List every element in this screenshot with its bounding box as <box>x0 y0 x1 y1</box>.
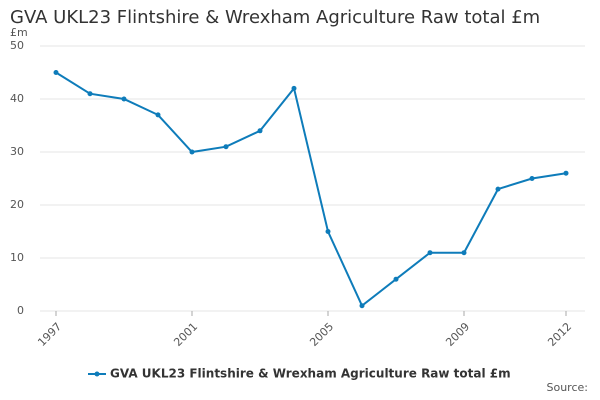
point <box>53 70 59 75</box>
point <box>155 112 161 118</box>
point <box>189 149 195 155</box>
point <box>495 186 501 192</box>
point <box>563 170 569 176</box>
source: Source: <box>547 381 589 394</box>
x-tick-label: 2005 <box>307 320 336 349</box>
y-tick-label: 40 <box>10 92 24 105</box>
point <box>359 303 365 309</box>
y-axis-label: £m <box>10 26 28 39</box>
point <box>291 85 297 91</box>
point <box>257 128 263 134</box>
y-tick-label: 10 <box>10 251 24 264</box>
legend-label: GVA UKL23 Flintshire & Wrexham Agricultu… <box>110 367 511 381</box>
x-tick-label: 2009 <box>443 320 472 349</box>
point <box>393 276 399 282</box>
point <box>427 250 433 256</box>
legend-swatch-point <box>94 371 100 377</box>
point <box>461 250 467 256</box>
line <box>55 71 567 308</box>
x-tick-label: 1997 <box>35 320 64 349</box>
y-tick-label: 30 <box>10 145 24 158</box>
y-tick-label: 50 <box>10 39 24 52</box>
x-tick-label: 2012 <box>545 320 574 349</box>
chart-title: GVA UKL23 Flintshire & Wrexham Agricultu… <box>10 7 540 28</box>
point <box>121 96 127 102</box>
point <box>529 176 535 181</box>
point <box>325 229 331 234</box>
y-tick-label: 0 <box>17 304 24 317</box>
y-tick-label: 20 <box>10 198 24 211</box>
point <box>223 144 229 150</box>
point <box>87 91 93 97</box>
x-tick-label: 2001 <box>171 320 200 349</box>
